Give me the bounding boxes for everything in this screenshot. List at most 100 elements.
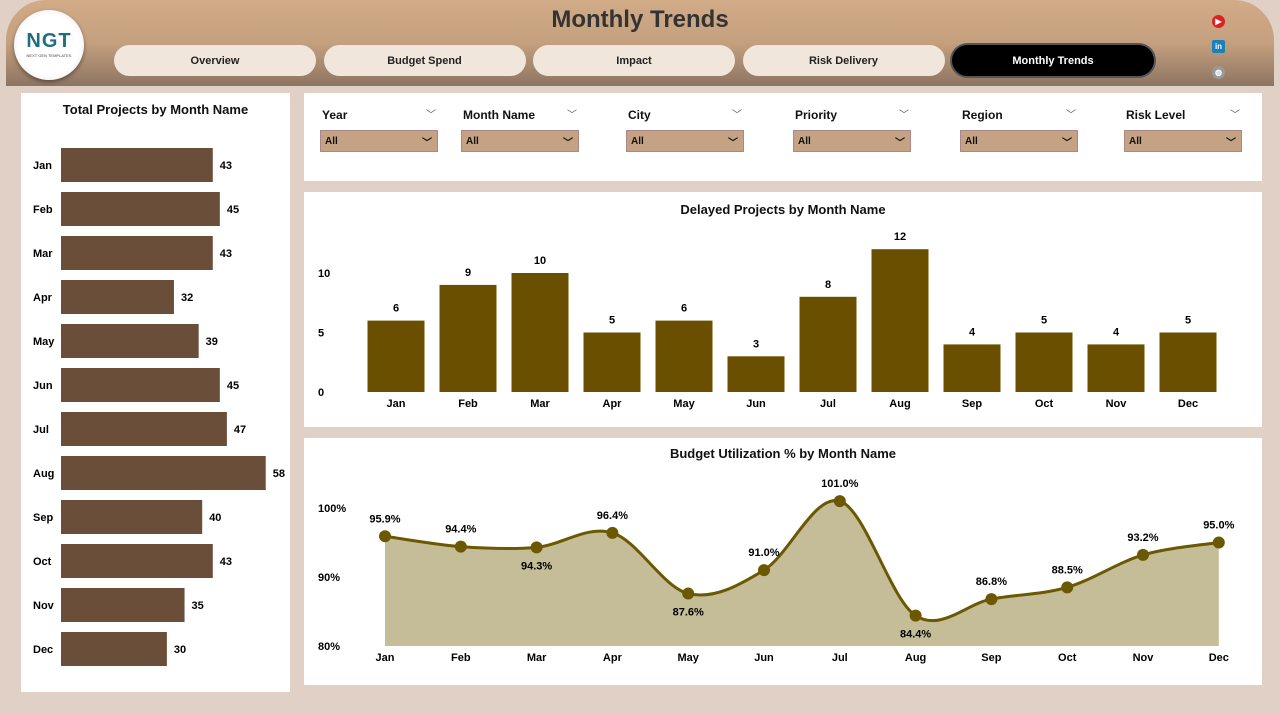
data-label: 87.6% <box>673 607 704 619</box>
bar[interactable] <box>61 632 167 666</box>
selected-value: All <box>1129 136 1142 147</box>
data-label: 12 <box>894 231 906 243</box>
risk-level-filter-label: Risk Level <box>1126 108 1186 122</box>
tab-impact[interactable]: Impact <box>533 45 735 76</box>
data-label: 84.4% <box>900 629 931 641</box>
year-filter-select[interactable]: All ﹀ <box>320 130 438 152</box>
linkedin-icon[interactable]: in <box>1212 40 1225 53</box>
y-tick-label: 90% <box>318 572 340 584</box>
risk-level-filter-select[interactable]: All ﹀ <box>1124 130 1242 152</box>
bar[interactable] <box>655 320 713 392</box>
data-label: 9 <box>465 267 471 279</box>
x-tick-label: Jan <box>387 398 406 410</box>
tab-risk-delivery[interactable]: Risk Delivery <box>742 45 945 76</box>
region-filter-label: Region <box>962 108 1003 122</box>
tab-budget-spend[interactable]: Budget Spend <box>323 45 526 76</box>
data-label: 40 <box>209 512 221 524</box>
bar[interactable] <box>799 296 857 392</box>
data-point[interactable] <box>379 530 391 543</box>
data-point[interactable] <box>682 587 695 600</box>
bar[interactable] <box>511 273 569 392</box>
bar[interactable] <box>61 544 213 578</box>
data-label: 6 <box>393 303 399 315</box>
y-tick-label: Oct <box>33 556 52 568</box>
bar[interactable] <box>61 192 220 226</box>
chevron-down-icon[interactable]: ﹀ <box>1230 110 1240 121</box>
globe-icon[interactable]: ◍ <box>1212 66 1225 79</box>
data-label: 58 <box>273 468 285 480</box>
data-point[interactable] <box>1061 581 1074 594</box>
chevron-down-icon[interactable]: ﹀ <box>426 110 436 121</box>
x-tick-label: Aug <box>889 398 910 410</box>
chevron-down-icon: ﹀ <box>563 138 573 149</box>
bar[interactable] <box>1015 332 1073 393</box>
year-filter-label: Year <box>322 108 348 122</box>
bar[interactable] <box>61 368 220 402</box>
total-projects-chart: Jan 43 Feb 45 Mar 43 Apr 32 May 39 Jun 45 Jul 47 Aug 58… <box>33 148 285 666</box>
chevron-down-icon: ﹀ <box>1062 138 1072 149</box>
chevron-down-icon[interactable]: ﹀ <box>899 110 909 121</box>
x-tick-label: Dec <box>1178 398 1198 410</box>
data-point[interactable] <box>909 609 922 622</box>
selected-value: All <box>631 136 644 147</box>
bar[interactable] <box>61 588 185 622</box>
bar[interactable] <box>61 148 213 182</box>
tab-overview[interactable]: Overview <box>114 45 316 76</box>
data-point[interactable] <box>758 564 770 577</box>
chevron-down-icon[interactable]: ﹀ <box>567 110 577 121</box>
priority-filter-select[interactable]: All ﹀ <box>793 130 911 152</box>
chevron-down-icon: ﹀ <box>895 138 905 149</box>
chevron-down-icon: ﹀ <box>422 138 432 149</box>
data-point[interactable] <box>1137 548 1149 561</box>
bar[interactable] <box>583 332 641 393</box>
city-filter-select[interactable]: All ﹀ <box>626 130 744 152</box>
y-tick-label: Mar <box>33 248 53 260</box>
selected-value: All <box>466 136 479 147</box>
youtube-icon[interactable]: ▶ <box>1212 15 1225 28</box>
chevron-down-icon[interactable]: ﹀ <box>1066 110 1076 121</box>
bar[interactable] <box>61 236 213 270</box>
y-tick-label: Jun <box>33 380 53 392</box>
bar[interactable] <box>61 280 174 314</box>
bar[interactable] <box>1087 344 1145 392</box>
data-label: 32 <box>181 292 193 304</box>
x-tick-label: Oct <box>1035 398 1054 410</box>
delayed-projects-chart: 0 5 10 6 Jan 9 Feb 10 Mar 5 Apr 6 May 3 Jun 8 Jul 12 Aug 4 S… <box>318 231 1217 410</box>
data-label: 101.0% <box>821 478 859 490</box>
bar[interactable] <box>439 284 497 392</box>
data-label: 43 <box>220 248 232 260</box>
bar[interactable] <box>367 320 425 392</box>
bar[interactable] <box>61 412 227 446</box>
x-tick-label: Mar <box>530 398 550 410</box>
x-tick-label: May <box>677 652 699 664</box>
bar[interactable] <box>943 344 1001 392</box>
data-point[interactable] <box>530 541 543 554</box>
chevron-down-icon[interactable]: ﹀ <box>732 110 742 121</box>
data-label: 91.0% <box>748 547 779 559</box>
data-point[interactable] <box>833 495 846 508</box>
y-tick-label: 100% <box>318 503 346 515</box>
tab-monthly-trends[interactable]: Monthly Trends <box>952 45 1154 76</box>
bar[interactable] <box>1159 332 1217 393</box>
x-tick-label: Feb <box>451 652 471 664</box>
data-point[interactable] <box>985 593 998 606</box>
data-label: 96.4% <box>597 510 628 522</box>
bar[interactable] <box>61 500 203 534</box>
data-label: 3 <box>753 338 759 350</box>
x-tick-label: Feb <box>458 398 478 410</box>
selected-value: All <box>325 136 338 147</box>
bar[interactable] <box>871 249 929 392</box>
bar[interactable] <box>61 324 199 358</box>
data-label: 5 <box>1041 315 1047 327</box>
bar[interactable] <box>727 356 785 392</box>
data-label: 95.9% <box>369 513 400 525</box>
data-point[interactable] <box>454 540 467 553</box>
month-name-filter-select[interactable]: All ﹀ <box>461 130 579 152</box>
data-point[interactable] <box>606 526 619 539</box>
data-point[interactable] <box>1212 536 1225 549</box>
bar[interactable] <box>61 456 266 490</box>
y-tick-label: Jan <box>33 160 52 172</box>
region-filter-select[interactable]: All ﹀ <box>960 130 1078 152</box>
x-tick-label: Jun <box>754 652 774 664</box>
chevron-down-icon: ﹀ <box>1226 138 1236 149</box>
